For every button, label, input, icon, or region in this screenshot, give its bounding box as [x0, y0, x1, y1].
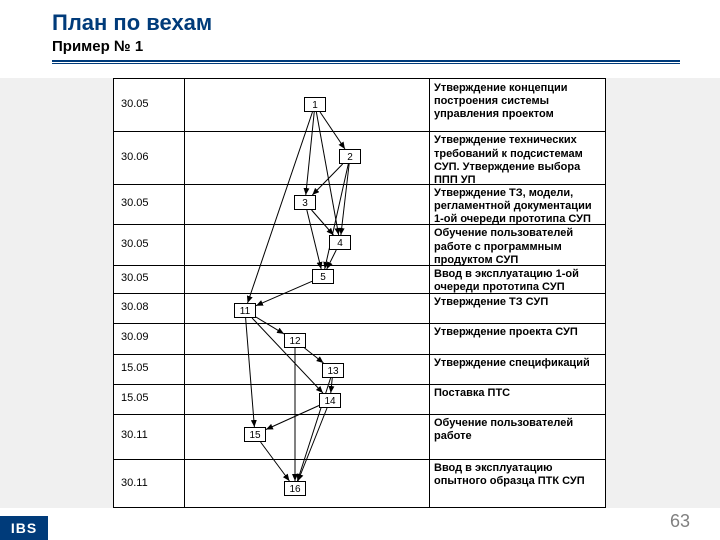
edge-1-4: [316, 112, 338, 235]
milestone-node-1: 1: [304, 97, 326, 112]
milestone-node-15: 15: [244, 427, 266, 442]
page-subtitle: Пример № 1: [52, 38, 680, 55]
page-title: План по вехам: [52, 10, 680, 36]
edge-13-14: [331, 378, 333, 393]
milestone-table: 30.05Утверждение концепции построения си…: [113, 78, 606, 508]
milestone-node-12: 12: [284, 333, 306, 348]
milestone-node-5: 5: [312, 269, 334, 284]
edge-12-13: [305, 348, 324, 363]
edge-11-15: [246, 318, 255, 427]
milestone-node-4: 4: [329, 235, 351, 250]
title-block: План по вехам Пример № 1: [52, 10, 680, 55]
slide: План по вехам Пример № 1 30.05Утверждени…: [0, 0, 720, 540]
edge-2-4: [341, 164, 349, 235]
edge-11-12: [256, 317, 284, 334]
title-rule-thin: [52, 63, 680, 64]
milestone-node-13: 13: [322, 363, 344, 378]
milestone-node-3: 3: [294, 195, 316, 210]
page-number: 63: [670, 511, 690, 532]
content-area: 30.05Утверждение концепции построения си…: [0, 78, 720, 508]
milestone-node-16: 16: [284, 481, 306, 496]
milestone-node-11: 11: [234, 303, 256, 318]
edge-1-2: [320, 112, 345, 149]
edge-5-11: [256, 281, 312, 305]
edge-15-16: [261, 442, 290, 481]
milestone-node-2: 2: [339, 149, 361, 164]
milestone-node-14: 14: [319, 393, 341, 408]
title-rule-thick: [52, 60, 680, 62]
logo-ibs: IBS: [0, 516, 48, 540]
edge-3-4: [312, 210, 334, 235]
edge-1-3: [306, 112, 314, 195]
edge-14-15: [266, 405, 319, 429]
edge-2-3: [312, 164, 342, 195]
edge-14-16: [298, 408, 327, 481]
edge-11-14: [252, 318, 323, 393]
network-edges: [114, 79, 607, 509]
